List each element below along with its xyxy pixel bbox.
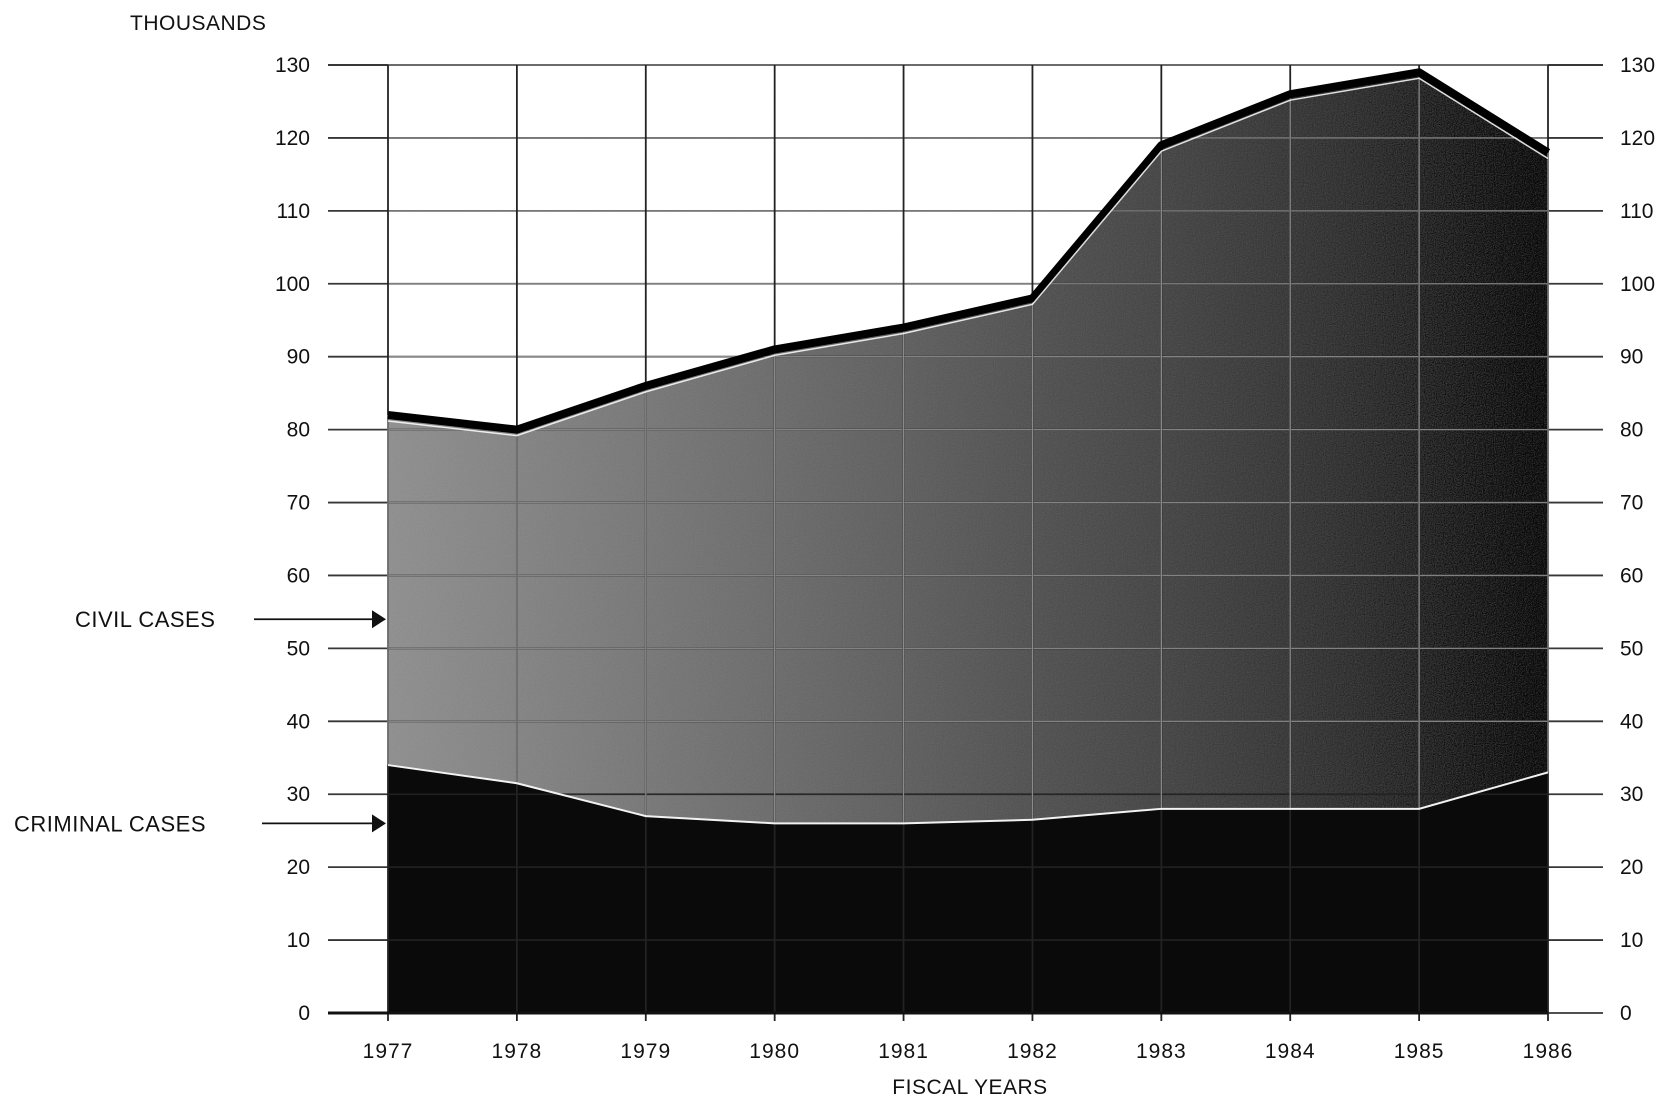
series-arrow-head-criminal-cases [372,814,386,833]
y-tick-right-50: 50 [1620,637,1643,660]
series-label-civil-cases: CIVIL CASES [75,607,215,632]
x-tick-1983: 1983 [1136,1040,1187,1063]
y-tick-left-40: 40 [287,710,310,733]
x-tick-1985: 1985 [1394,1040,1445,1063]
y-tick-left-70: 70 [287,492,310,515]
y-tick-right-30: 30 [1620,783,1643,806]
y-tick-right-20: 20 [1620,856,1643,879]
y-tick-left-20: 20 [287,856,310,879]
total-outline-highlight [387,77,1549,437]
y-tick-right-110: 110 [1620,200,1653,223]
y-tick-left-0: 0 [298,1002,310,1025]
civil-cases-area [388,72,1548,824]
y-axis-left: 0 10 20 30 40 50 60 70 80 90 100 110 120 130 [275,54,310,1025]
x-tick-1977: 1977 [363,1040,414,1063]
y-tick-right-70: 70 [1620,492,1643,515]
y-tick-left-100: 100 [275,273,310,296]
x-tick-1984: 1984 [1265,1040,1316,1063]
y-tick-right-10: 10 [1620,929,1643,952]
y-tick-left-60: 60 [287,564,310,587]
y-tick-right-100: 100 [1620,273,1655,296]
y-tick-left-130: 130 [275,54,310,77]
y-axis-right: 0 10 20 30 40 50 60 70 80 90 100 110 120 130 [1620,54,1655,1025]
y-axis-title: THOUSANDS [130,12,266,35]
x-tick-1980: 1980 [749,1040,800,1063]
y-tick-left-30: 30 [287,783,310,806]
x-tick-1982: 1982 [1007,1040,1058,1063]
y-tick-left-110: 110 [277,200,310,223]
y-tick-left-90: 90 [287,346,310,369]
series-label-criminal-cases: CRIMINAL CASES [14,811,206,836]
x-tick-1979: 1979 [620,1040,671,1063]
y-tick-right-60: 60 [1620,564,1643,587]
x-tick-1986: 1986 [1523,1040,1574,1063]
x-axis-title: FISCAL YEARS [892,1076,1047,1099]
y-tick-left-10: 10 [287,929,310,952]
y-tick-right-90: 90 [1620,346,1643,369]
x-tick-1981: 1981 [878,1040,929,1063]
series-arrow-head-civil-cases [372,610,386,629]
y-tick-left-120: 120 [275,127,310,150]
criminal-outline [387,764,1549,825]
total-outline [387,68,1551,434]
grid-lines [328,64,1603,1021]
x-axis: 1977 1978 1979 1980 1981 1982 1983 1984 1985 1986 [363,1040,1574,1063]
criminal-cases-area [388,765,1548,1013]
y-tick-right-0: 0 [1620,1002,1632,1025]
y-tick-left-50: 50 [287,637,310,660]
x-tick-1978: 1978 [492,1040,543,1063]
y-tick-right-120: 120 [1620,127,1655,150]
area-outlines [387,68,1551,825]
y-tick-right-130: 130 [1620,54,1655,77]
series-labels: CRIMINAL CASES CIVIL CASES [14,607,386,836]
y-tick-right-80: 80 [1620,419,1643,442]
y-tick-right-40: 40 [1620,710,1643,733]
area-layers [388,72,1548,1013]
y-tick-left-80: 80 [287,419,310,442]
